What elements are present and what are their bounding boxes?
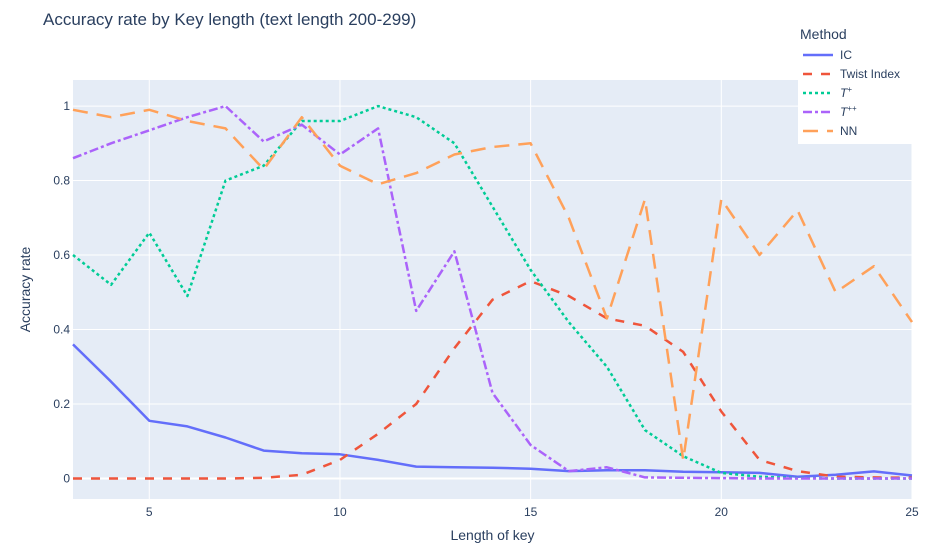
series-line-nn [72, 108, 914, 462]
y-tick-label: 0 [63, 472, 70, 486]
x-tick-label: 20 [715, 505, 729, 519]
series-line-ic [72, 343, 913, 478]
y-tick-label: 0.2 [53, 397, 70, 411]
y-axis-label: Accuracy rate [17, 246, 33, 332]
legend: Method IC Twist Index T+ T++ NN [798, 24, 920, 144]
legend-item[interactable]: T+ [803, 85, 852, 100]
legend-item[interactable]: T++ [803, 104, 857, 119]
legend-item[interactable]: IC [803, 48, 852, 62]
series-lines [72, 104, 914, 480]
y-tick-label: 0.6 [53, 248, 70, 262]
series-line-t- [72, 104, 912, 480]
legend-label: T++ [840, 104, 857, 119]
y-tick-labels: 0 0.2 0.4 0.6 0.8 1 [53, 99, 70, 485]
x-tick-label: 15 [524, 505, 538, 519]
legend-items: IC Twist Index T+ T++ NN [803, 48, 900, 138]
gridlines [73, 80, 913, 499]
x-tick-label: 25 [905, 505, 919, 519]
legend-item[interactable]: Twist Index [803, 67, 900, 81]
series-line-t- [72, 104, 912, 480]
x-axis-label: Length of key [450, 527, 534, 543]
y-tick-label: 1 [63, 99, 70, 113]
legend-label: T+ [840, 85, 852, 100]
y-tick-label: 0.8 [53, 174, 70, 188]
chart-title: Accuracy rate by Key length (text length… [43, 10, 417, 29]
legend-title: Method [800, 26, 847, 42]
legend-background [798, 24, 920, 144]
y-tick-label: 0.4 [53, 323, 70, 337]
plot-background [73, 80, 912, 499]
x-tick-label: 5 [146, 505, 153, 519]
x-tick-label: 10 [333, 505, 347, 519]
legend-label: IC [840, 48, 852, 62]
legend-item[interactable]: NN [803, 124, 857, 138]
legend-label: NN [840, 124, 857, 138]
series-line-twist-index [73, 279, 913, 480]
x-tick-labels: 5 10 15 20 25 [146, 505, 919, 519]
legend-label: Twist Index [840, 67, 900, 81]
